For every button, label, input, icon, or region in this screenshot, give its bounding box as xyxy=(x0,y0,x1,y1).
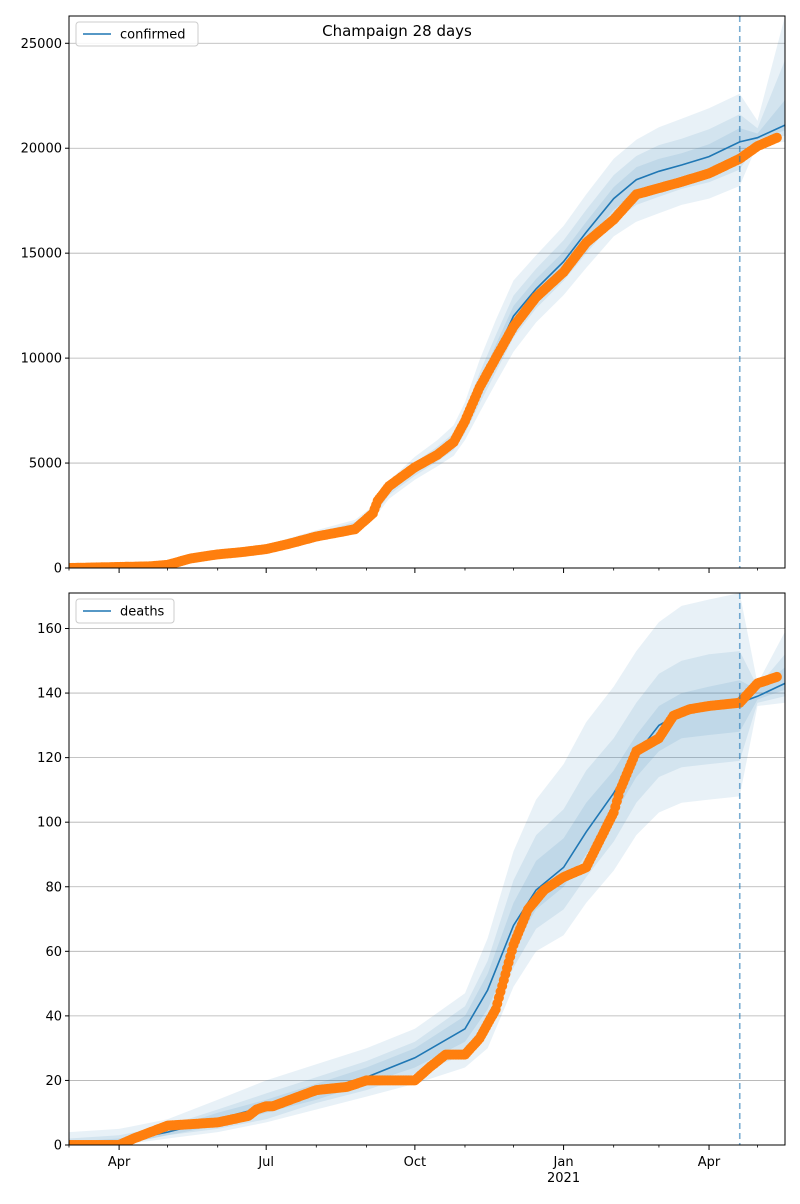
confidence-band-middle xyxy=(69,60,785,568)
confidence-band-outer xyxy=(69,593,785,1145)
x-tick-label: Apr xyxy=(698,1155,721,1170)
legend-label: confirmed xyxy=(120,28,186,43)
y-tick-label: 10000 xyxy=(21,352,62,367)
x-tick-label: Apr xyxy=(108,1155,131,1170)
y-tick-label: 20000 xyxy=(21,142,62,157)
x-tick-label: Jul xyxy=(257,1155,274,1170)
observed-point xyxy=(771,671,782,682)
y-tick-label: 120 xyxy=(37,751,62,766)
y-tick-label: 15000 xyxy=(21,247,62,262)
legend: deaths xyxy=(75,598,175,624)
y-tick-label: 80 xyxy=(45,880,62,895)
y-tick-label: 160 xyxy=(37,622,62,637)
y-tick-label: 100 xyxy=(37,816,62,831)
x-tick-label: Oct xyxy=(404,1155,426,1170)
confidence-band-middle xyxy=(69,651,785,1145)
confidence-band-inner xyxy=(69,100,785,568)
y-tick-label: 25000 xyxy=(21,37,62,52)
figure-title: Champaign 28 days xyxy=(322,22,472,40)
axes-frame xyxy=(68,15,786,569)
y-tick-label: 0 xyxy=(54,562,62,577)
legend-box xyxy=(75,21,199,47)
x-tick-year-label: 2021 xyxy=(547,1171,580,1186)
legend-box xyxy=(75,598,175,624)
legend-label: deaths xyxy=(120,605,165,620)
observed-point xyxy=(771,132,782,143)
plot-area xyxy=(69,593,785,1145)
y-tick-label: 40 xyxy=(45,1009,62,1024)
legend: confirmed xyxy=(75,21,199,47)
y-tick-label: 0 xyxy=(54,1139,62,1154)
y-tick-label: 140 xyxy=(37,687,62,702)
y-tick-label: 5000 xyxy=(29,457,62,472)
confidence-band-outer xyxy=(69,16,785,568)
axes-frame xyxy=(68,592,786,1146)
plot-area xyxy=(69,16,785,568)
y-tick-label: 20 xyxy=(45,1074,62,1089)
y-tick-label: 60 xyxy=(45,945,62,960)
confidence-band-inner xyxy=(69,667,785,1145)
confirmed-panel: 0 5000 10000 15000 20000 25000 confirmed xyxy=(21,15,786,577)
x-tick-label: Jan xyxy=(553,1155,574,1170)
